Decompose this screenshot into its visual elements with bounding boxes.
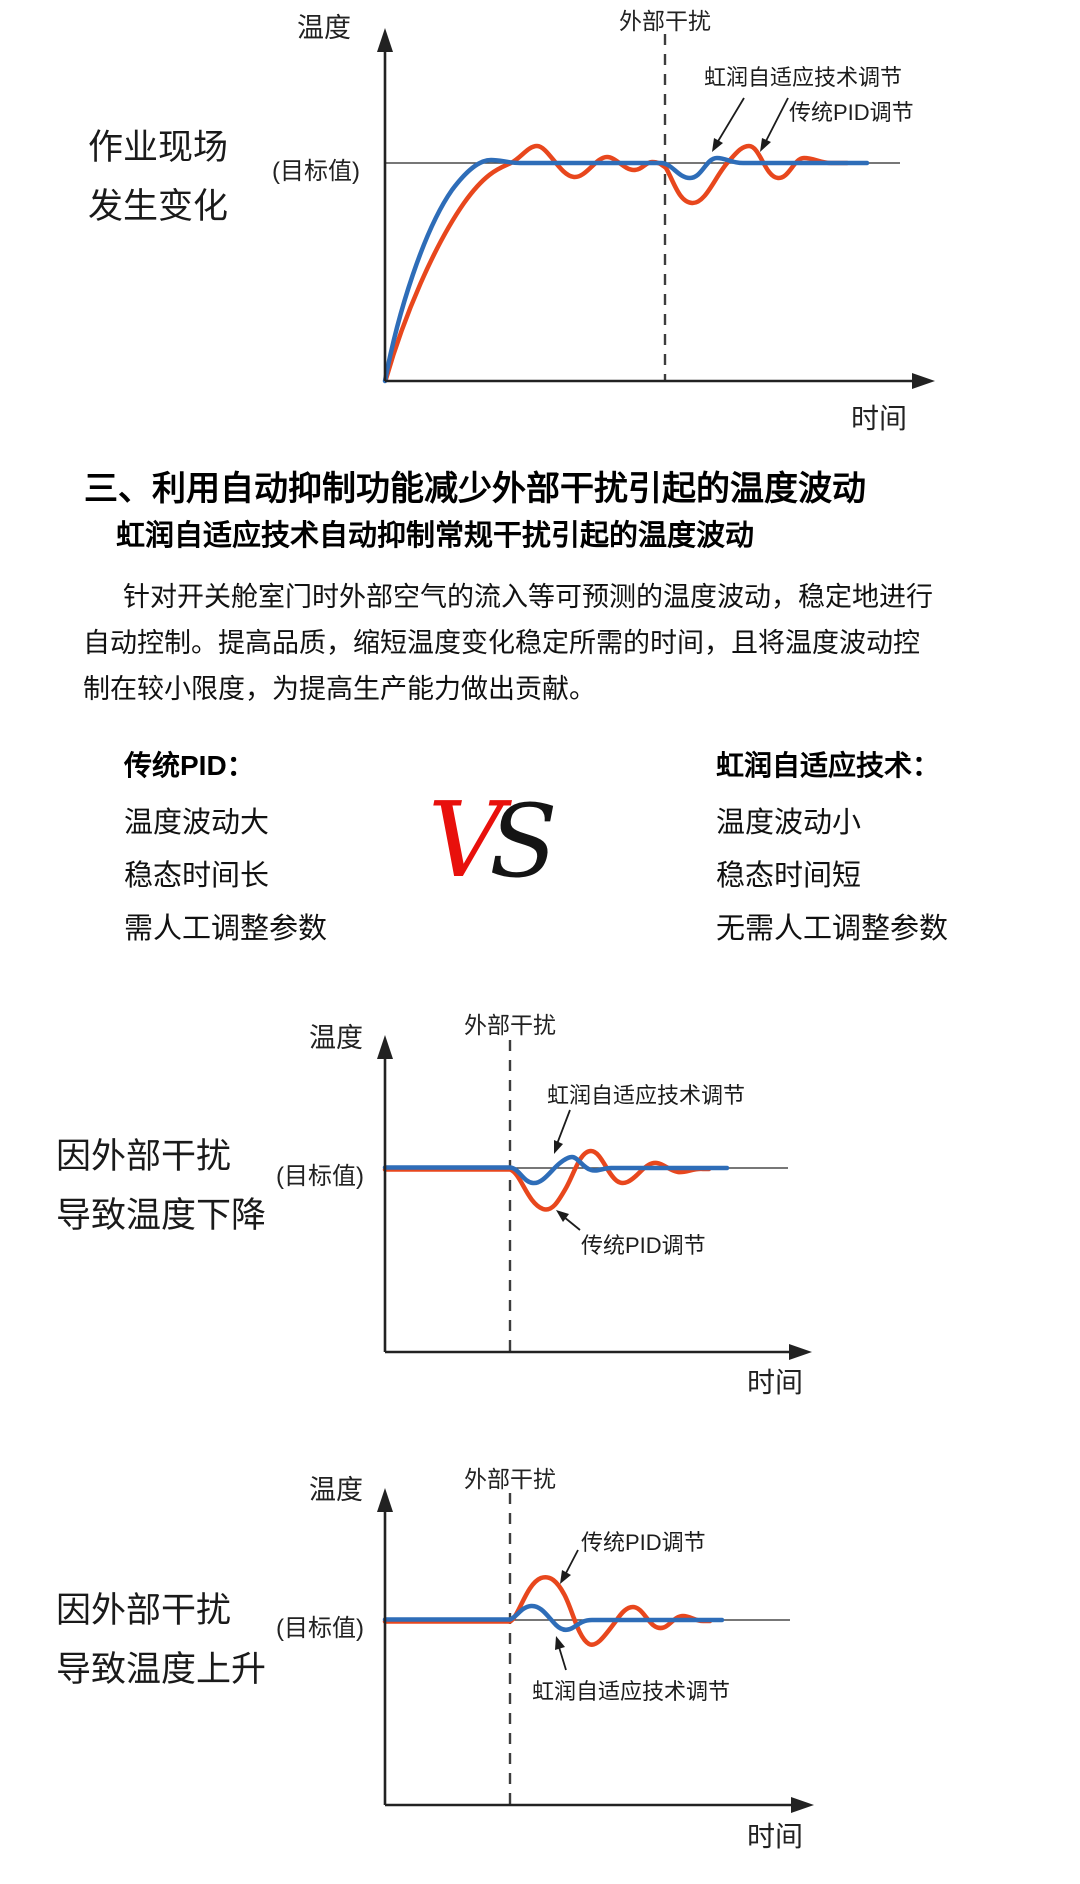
pid-annotation-arrow xyxy=(564,1549,579,1576)
adaptive-annotation-arrowhead xyxy=(555,1636,565,1650)
y-axis-label: 温度 xyxy=(297,13,351,43)
chart-1-canvas xyxy=(377,28,935,389)
pid-series-label: 传统PID调节 xyxy=(581,1233,706,1258)
adaptive-curve xyxy=(382,1154,730,1186)
paragraph-line: 自动控制。提高品质，缩短温度变化稳定所需的时间，且将温度波动控 xyxy=(83,628,920,658)
pid-annotation-arrowhead xyxy=(560,1570,571,1584)
adaptive-series-label: 虹润自适应技术调节 xyxy=(532,1679,731,1704)
x-axis-label: 时间 xyxy=(851,403,908,434)
paragraph-line: 针对开关舱室门时外部空气的流入等可预测的温度波动，稳定地进行 xyxy=(123,582,933,612)
side-label-line: 发生变化 xyxy=(88,187,229,226)
pid-annotation-arrowhead xyxy=(760,138,771,152)
pid-curve xyxy=(382,1575,713,1647)
pid-series-label: 传统PID调节 xyxy=(581,1530,706,1555)
pid-series-label: 传统PID调节 xyxy=(789,100,914,125)
section-heading: 三、利用自动抑制功能减少外部干扰引起的温度波动 xyxy=(84,470,866,508)
adaptive-column-item: 稳态时间短 xyxy=(716,860,862,892)
paragraph-line: 制在较小限度，为提高生产能力做出贡献。 xyxy=(83,674,596,704)
adaptive-column-item: 温度波动小 xyxy=(716,807,862,839)
x-axis-label: 时间 xyxy=(747,1367,804,1398)
pid-column-title: 传统PID： xyxy=(124,750,255,781)
x-axis-arrow xyxy=(789,1344,812,1360)
side-label-line: 因外部干扰 xyxy=(56,1137,232,1176)
adaptive-series-label: 虹润自适应技术调节 xyxy=(704,65,903,90)
pid-annotation-arrow xyxy=(764,97,789,144)
chart-3-canvas xyxy=(377,1488,814,1813)
y-axis-arrow xyxy=(377,1035,393,1059)
section-subheading: 虹润自适应技术自动抑制常规干扰引起的温度波动 xyxy=(116,520,755,552)
target-value-label: (目标值) xyxy=(276,1615,364,1642)
disturbance-label: 外部干扰 xyxy=(464,1012,556,1038)
x-axis-label: 时间 xyxy=(747,1821,804,1852)
chart-2-side-label: 因外部干扰 导致温度下降 xyxy=(56,1127,266,1245)
adaptive-column-item: 无需人工调整参数 xyxy=(716,913,949,945)
pid-column-item: 温度波动大 xyxy=(124,807,270,839)
pid-column-item: 稳态时间长 xyxy=(124,860,270,892)
y-axis-label: 温度 xyxy=(309,1475,363,1505)
chart-2-canvas xyxy=(377,1035,812,1360)
pid-column-item: 需人工调整参数 xyxy=(124,913,328,945)
y-axis-label: 温度 xyxy=(309,1023,363,1053)
side-label-line: 导致温度下降 xyxy=(56,1196,267,1235)
side-label-line: 作业现场 xyxy=(88,128,229,167)
pid-curve xyxy=(383,143,850,382)
target-value-label: (目标值) xyxy=(276,1163,364,1190)
vs-letter-s: S xyxy=(489,783,558,900)
adaptive-series-label: 虹润自适应技术调节 xyxy=(547,1083,746,1108)
adaptive-annotation-arrow xyxy=(716,97,745,144)
pid-annotation-arrow xyxy=(563,1216,581,1231)
chart-1-side-label: 作业现场 发生变化 xyxy=(88,118,228,236)
side-label-line: 因外部干扰 xyxy=(56,1591,232,1630)
vs-letter-v: V xyxy=(428,779,504,901)
pid-curve xyxy=(382,1148,712,1212)
section-paragraph: 针对开关舱室门时外部空气的流入等可预测的温度波动，稳定地进行 自动控制。提高品质… xyxy=(83,574,933,712)
adaptive-annotation-arrow xyxy=(556,1109,571,1145)
x-axis-arrow xyxy=(791,1797,814,1813)
adaptive-curve xyxy=(382,155,870,384)
side-label-line: 导致温度上升 xyxy=(56,1650,267,1689)
chart-3-side-label: 因外部干扰 导致温度上升 xyxy=(56,1581,266,1699)
adaptive-curve xyxy=(382,1603,725,1632)
disturbance-label: 外部干扰 xyxy=(464,1466,556,1492)
adaptive-annotation-arrow xyxy=(558,1646,567,1671)
pid-annotation-arrowhead xyxy=(556,1210,569,1222)
target-value-label: (目标值) xyxy=(272,158,360,185)
adaptive-column-title: 虹润自适应技术： xyxy=(716,750,941,781)
y-axis-arrow xyxy=(377,1488,393,1512)
x-axis-arrow xyxy=(912,373,935,389)
adaptive-annotation-arrowhead xyxy=(554,1140,563,1154)
y-axis-arrow xyxy=(377,28,393,52)
adaptive-annotation-arrowhead xyxy=(712,138,723,152)
vs-mark: VS xyxy=(428,788,558,892)
disturbance-label: 外部干扰 xyxy=(619,8,711,34)
